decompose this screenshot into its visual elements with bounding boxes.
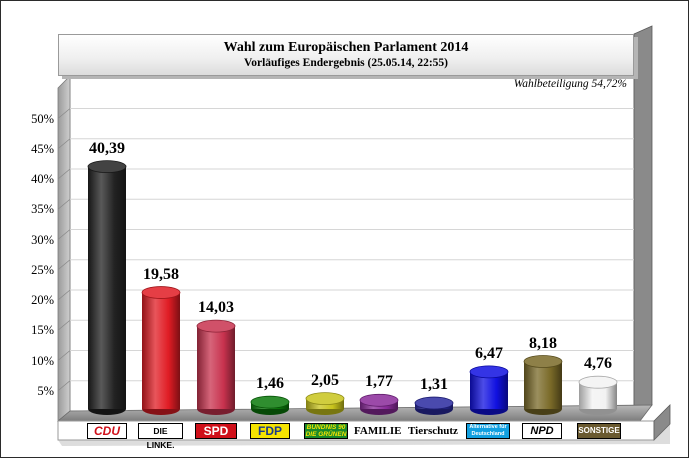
legend-party-9: SONSTIGE <box>577 423 621 439</box>
bar-cap <box>196 319 236 333</box>
bar-1 <box>141 286 181 415</box>
bar-cap <box>141 286 181 299</box>
gridline-wall <box>57 289 71 301</box>
value-label: 6,47 <box>475 344 503 362</box>
bar-cap <box>87 160 127 174</box>
title-box: Wahl zum Europäischen Parlament 2014 Vor… <box>58 34 634 76</box>
bar-cap <box>250 395 290 409</box>
bar-4 <box>305 392 345 415</box>
y-tick-label: 5% <box>37 383 54 398</box>
legend-party-3: FDP <box>250 423 290 439</box>
gridline-wall <box>57 198 71 210</box>
legend-party-0: CDU <box>87 423 127 439</box>
bar-cap <box>414 396 454 410</box>
left-wall <box>57 75 71 422</box>
chart-subtitle: Vorläufiges Endergebnis (25.05.14, 22:55… <box>243 57 449 69</box>
bar-cap <box>359 393 399 407</box>
y-tick-label: 15% <box>31 323 54 338</box>
value-label: 1,77 <box>365 373 393 391</box>
y-tick-label: 40% <box>31 172 54 186</box>
value-label: 40,39 <box>89 139 125 157</box>
bar-cap <box>578 375 618 389</box>
bar-9 <box>578 375 618 415</box>
legend-party-8: NPD <box>522 423 562 439</box>
gridline-wall <box>57 380 71 392</box>
value-label: 4,76 <box>584 355 612 373</box>
gridline-wall <box>57 319 71 331</box>
legend-strip-side <box>653 404 671 441</box>
bar-body <box>197 326 235 409</box>
y-tick-label: 30% <box>31 232 54 247</box>
gridline-wall <box>57 350 71 361</box>
y-tick-label: 50% <box>31 111 54 126</box>
value-label: 1,46 <box>256 375 284 393</box>
y-tick-label: 25% <box>31 262 54 277</box>
y-tick-label: 35% <box>31 202 54 217</box>
bar-8 <box>523 355 563 415</box>
legend-party-tierschutz: Tierschutz <box>408 425 458 437</box>
legend-party-familie: FAMILIE <box>354 425 402 437</box>
bar-body <box>88 166 126 409</box>
value-label: 14,03 <box>198 299 234 317</box>
gridline-wall <box>57 259 71 271</box>
bar-cap <box>523 355 563 368</box>
legend-party-7: Alternative für Deutschland <box>466 423 510 439</box>
bar-cap <box>305 392 345 405</box>
legend-party-1: DIE LINKE. <box>138 423 183 450</box>
legend-party-4: BÜNDNIS 90 DIE GRÜNEN <box>304 423 348 439</box>
bars-group <box>87 160 618 415</box>
value-label: 2,05 <box>311 371 339 389</box>
gridline-wall <box>57 138 71 150</box>
y-tick-label: 20% <box>31 293 54 307</box>
bar-cap <box>469 365 509 379</box>
bar-5 <box>359 393 399 415</box>
bar-body <box>524 361 562 409</box>
value-label: 19,58 <box>143 265 179 283</box>
chart-title: Wahl zum Europäischen Parlament 2014 <box>223 40 469 55</box>
gridline-wall <box>57 168 71 180</box>
turnout-annotation: Wahlbeteiligung 54,72% <box>513 78 627 90</box>
right-edge <box>633 25 653 412</box>
value-label: 1,31 <box>420 376 448 394</box>
gridline-wall <box>57 229 71 240</box>
y-tick-label: 10% <box>31 353 54 368</box>
y-tick-label: 45% <box>31 141 54 156</box>
legend-party-2: SPD <box>195 423 237 439</box>
bar-0 <box>87 160 127 415</box>
gridline-wall <box>57 108 71 119</box>
bar-body <box>142 292 180 409</box>
bar-2 <box>196 319 236 415</box>
bar-3 <box>250 395 290 415</box>
bar-7 <box>469 365 509 415</box>
bar-6 <box>414 396 454 415</box>
legend-shadow <box>58 424 670 446</box>
value-label: 8,18 <box>529 334 557 352</box>
